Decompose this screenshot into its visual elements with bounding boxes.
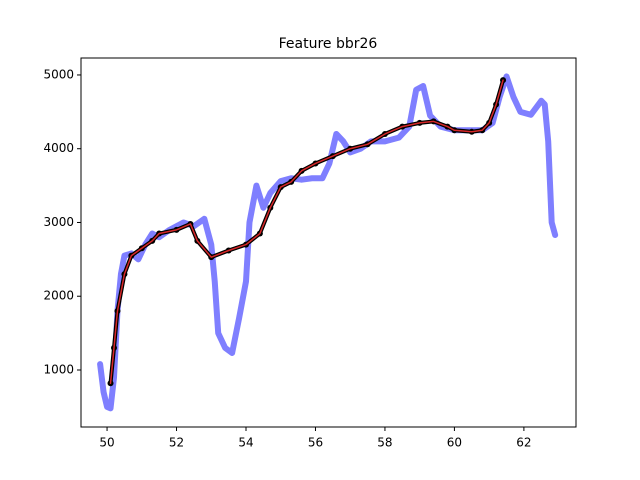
x-tick-label: 50: [99, 436, 114, 450]
plot-frame: [80, 57, 577, 428]
x-tick-label: 54: [238, 436, 253, 450]
y-tick-label: 1000: [43, 362, 74, 376]
x-tick-label: 58: [377, 436, 392, 450]
y-tick-label: 4000: [43, 141, 74, 155]
x-tick-label: 56: [308, 436, 323, 450]
x-tick-label: 52: [169, 436, 184, 450]
y-tick-label: 2000: [43, 289, 74, 303]
y-tick-label: 5000: [43, 67, 74, 81]
chart-title: Feature bbr26: [279, 36, 378, 52]
y-tick-label: 3000: [43, 215, 74, 229]
data-line: [109, 79, 504, 385]
x-tick-label: 60: [447, 436, 462, 450]
x-tick-label: 62: [516, 436, 531, 450]
